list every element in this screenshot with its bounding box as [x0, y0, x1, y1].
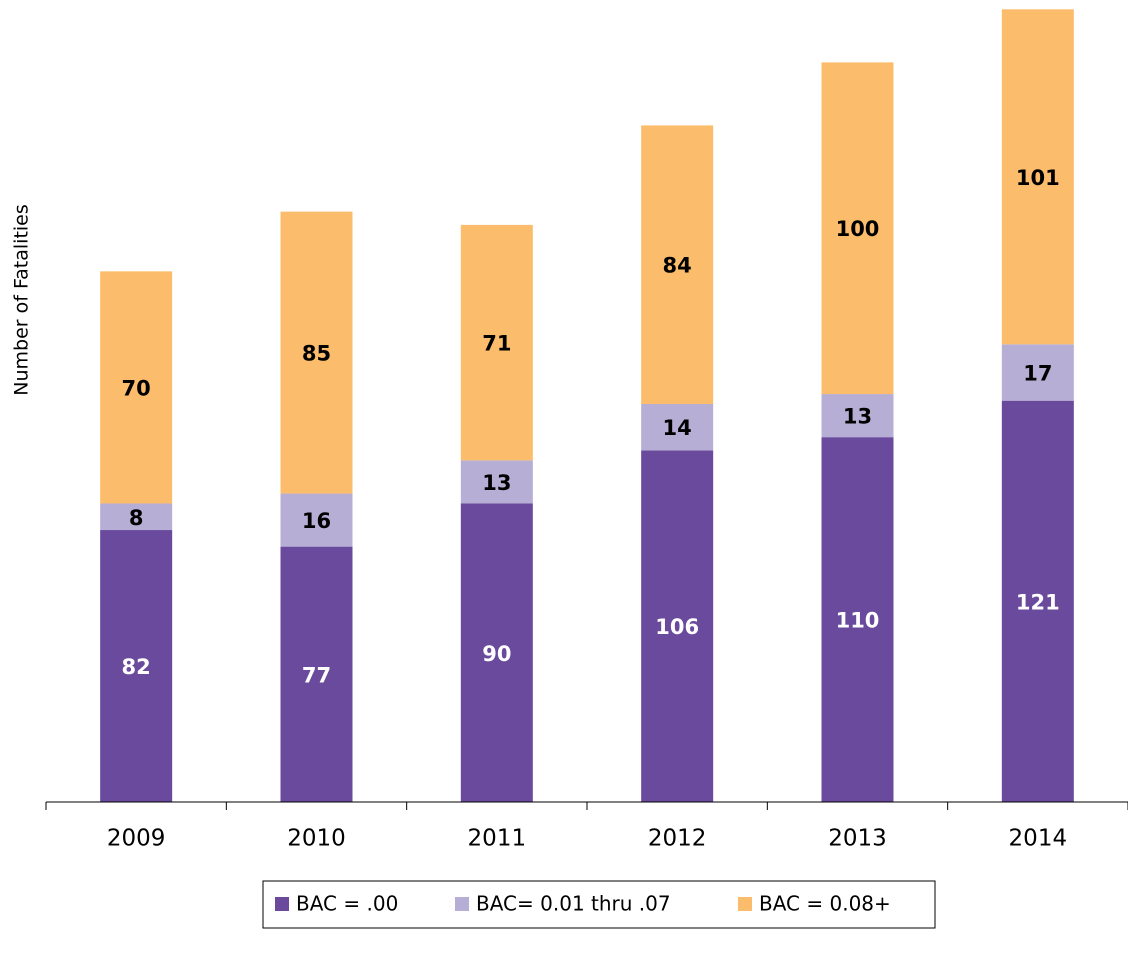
bar-segment: [821, 62, 894, 395]
data-label: 85: [302, 342, 331, 366]
data-label: 13: [843, 405, 872, 429]
legend-label: BAC= 0.01 thru .07: [476, 892, 671, 916]
legend-label: BAC = .00: [296, 892, 398, 916]
bar-segment: [641, 450, 714, 802]
data-label: 110: [836, 609, 880, 633]
x-tick-label: 2014: [1009, 826, 1068, 852]
data-label: 77: [302, 663, 331, 687]
bar-segment: [460, 224, 533, 461]
data-label: 84: [663, 254, 692, 278]
data-label: 121: [1016, 590, 1060, 614]
data-label: 16: [302, 509, 331, 533]
legend-swatch: [275, 897, 289, 911]
data-label: 101: [1016, 166, 1060, 190]
data-label: 82: [122, 655, 151, 679]
x-tick-label: 2011: [468, 826, 527, 852]
data-label: 8: [129, 506, 144, 530]
data-label: 106: [655, 615, 699, 639]
legend-label: BAC = 0.08+: [759, 892, 891, 916]
legend-swatch: [738, 897, 752, 911]
x-tick-label: 2012: [648, 826, 707, 852]
bar-segment: [100, 271, 173, 504]
data-label: 71: [482, 332, 511, 356]
x-tick-label: 2009: [107, 826, 166, 852]
data-label: 90: [482, 642, 511, 666]
bar-segment: [280, 493, 353, 547]
bar-segment: [100, 530, 173, 802]
bar-segment: [1001, 9, 1074, 345]
bar-segment: [641, 125, 714, 405]
bar-segment: [641, 404, 714, 451]
bar-segment: [1001, 400, 1074, 802]
y-axis-label: Number of Fatalities: [11, 204, 33, 396]
bar-segment: [100, 503, 173, 531]
bar-segment: [460, 503, 533, 802]
legend-box: [262, 880, 936, 929]
x-tick-label: 2010: [287, 826, 346, 852]
bar-segment: [1001, 344, 1074, 401]
bar-segment: [280, 546, 353, 802]
legend-swatch: [455, 897, 469, 911]
x-tick-label: 2013: [828, 826, 887, 852]
data-label: 14: [663, 416, 692, 440]
bar-segment: [821, 437, 894, 802]
bar-segment: [280, 211, 353, 494]
bar-segment: [460, 460, 533, 504]
data-label: 70: [122, 376, 151, 400]
bar-segment: [821, 394, 894, 438]
data-label: 17: [1023, 361, 1052, 385]
data-label: 13: [482, 471, 511, 495]
data-label: 100: [836, 217, 880, 241]
